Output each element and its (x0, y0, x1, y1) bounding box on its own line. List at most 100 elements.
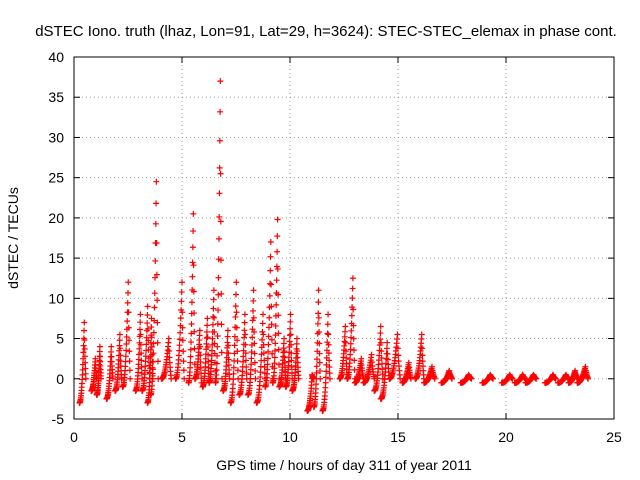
data-point (325, 350, 332, 357)
data-point (233, 279, 240, 286)
data-point (196, 327, 203, 334)
data-point (287, 331, 294, 338)
data-point (384, 339, 391, 346)
data-point (117, 352, 124, 359)
data-point (248, 361, 255, 368)
data-point (126, 337, 133, 344)
data-point (189, 259, 196, 266)
data-point (243, 364, 250, 371)
data-point (250, 314, 257, 321)
data-point (274, 266, 281, 273)
data-point (419, 358, 426, 365)
data-point (210, 287, 217, 294)
data-point (231, 333, 238, 340)
data-point (274, 248, 281, 255)
data-point (350, 335, 357, 342)
data-point (316, 350, 323, 357)
data-point (190, 288, 197, 295)
data-point (264, 361, 271, 368)
data-point (294, 335, 301, 342)
data-point (147, 346, 154, 353)
data-point (324, 321, 331, 328)
data-point (191, 328, 198, 335)
data-point (240, 353, 247, 360)
data-point (326, 357, 333, 364)
data-point (275, 361, 282, 368)
data-point (240, 358, 247, 365)
data-point (275, 330, 282, 337)
data-point (468, 375, 475, 382)
data-point (152, 274, 158, 281)
data-point (287, 311, 294, 318)
data-point (125, 279, 132, 286)
data-point (80, 342, 87, 349)
data-point (176, 342, 183, 349)
data-point (509, 375, 516, 382)
data-point (349, 275, 356, 282)
data-point (533, 375, 540, 382)
data-point (316, 329, 323, 336)
data-point (209, 321, 216, 328)
data-point (123, 347, 130, 354)
data-point (274, 216, 281, 223)
data-point (419, 345, 426, 352)
data-point (190, 262, 197, 269)
data-point (224, 327, 231, 334)
data-point (166, 348, 173, 355)
data-point (218, 257, 225, 264)
data-point (230, 364, 237, 371)
data-point (97, 353, 104, 360)
data-point (124, 318, 131, 325)
data-point (377, 330, 384, 337)
data-point (197, 343, 204, 350)
data-point (351, 357, 358, 364)
data-point (137, 341, 144, 348)
data-point (234, 367, 241, 374)
x-tick-label: 0 (70, 429, 78, 445)
data-point (315, 299, 322, 306)
data-point (347, 351, 354, 358)
data-point (116, 337, 123, 344)
data-point (136, 326, 143, 333)
data-point (286, 332, 293, 339)
data-point (81, 346, 88, 353)
data-point (233, 309, 240, 316)
data-point (214, 343, 221, 350)
data-point (419, 352, 426, 359)
data-point (294, 348, 301, 355)
data-point (189, 273, 196, 280)
data-point (268, 303, 275, 310)
data-point (242, 341, 249, 348)
data-point (148, 343, 155, 350)
data-point (249, 334, 256, 341)
data-point (176, 347, 183, 354)
data-point (179, 324, 186, 331)
data-point (264, 355, 271, 362)
data-point (178, 289, 185, 296)
data-point (150, 340, 157, 347)
y-tick-label: 10 (48, 290, 64, 306)
data-point (152, 257, 159, 264)
x-tick-label: 25 (606, 429, 622, 445)
data-point (315, 287, 322, 294)
data-point (208, 352, 215, 359)
data-point (126, 367, 133, 374)
data-point (149, 372, 156, 379)
data-point (123, 340, 130, 347)
data-point (225, 342, 232, 349)
data-point (317, 375, 324, 382)
data-point (269, 350, 276, 357)
data-point (358, 355, 365, 362)
data-point (188, 339, 195, 346)
data-point (138, 350, 145, 357)
plot-frame (73, 56, 615, 420)
data-point (315, 314, 322, 321)
data-point (260, 331, 267, 338)
data-point (275, 312, 282, 319)
data-point (347, 346, 354, 353)
data-point (316, 340, 323, 347)
data-point (275, 346, 282, 353)
data-point (265, 341, 272, 348)
data-point (79, 366, 86, 373)
